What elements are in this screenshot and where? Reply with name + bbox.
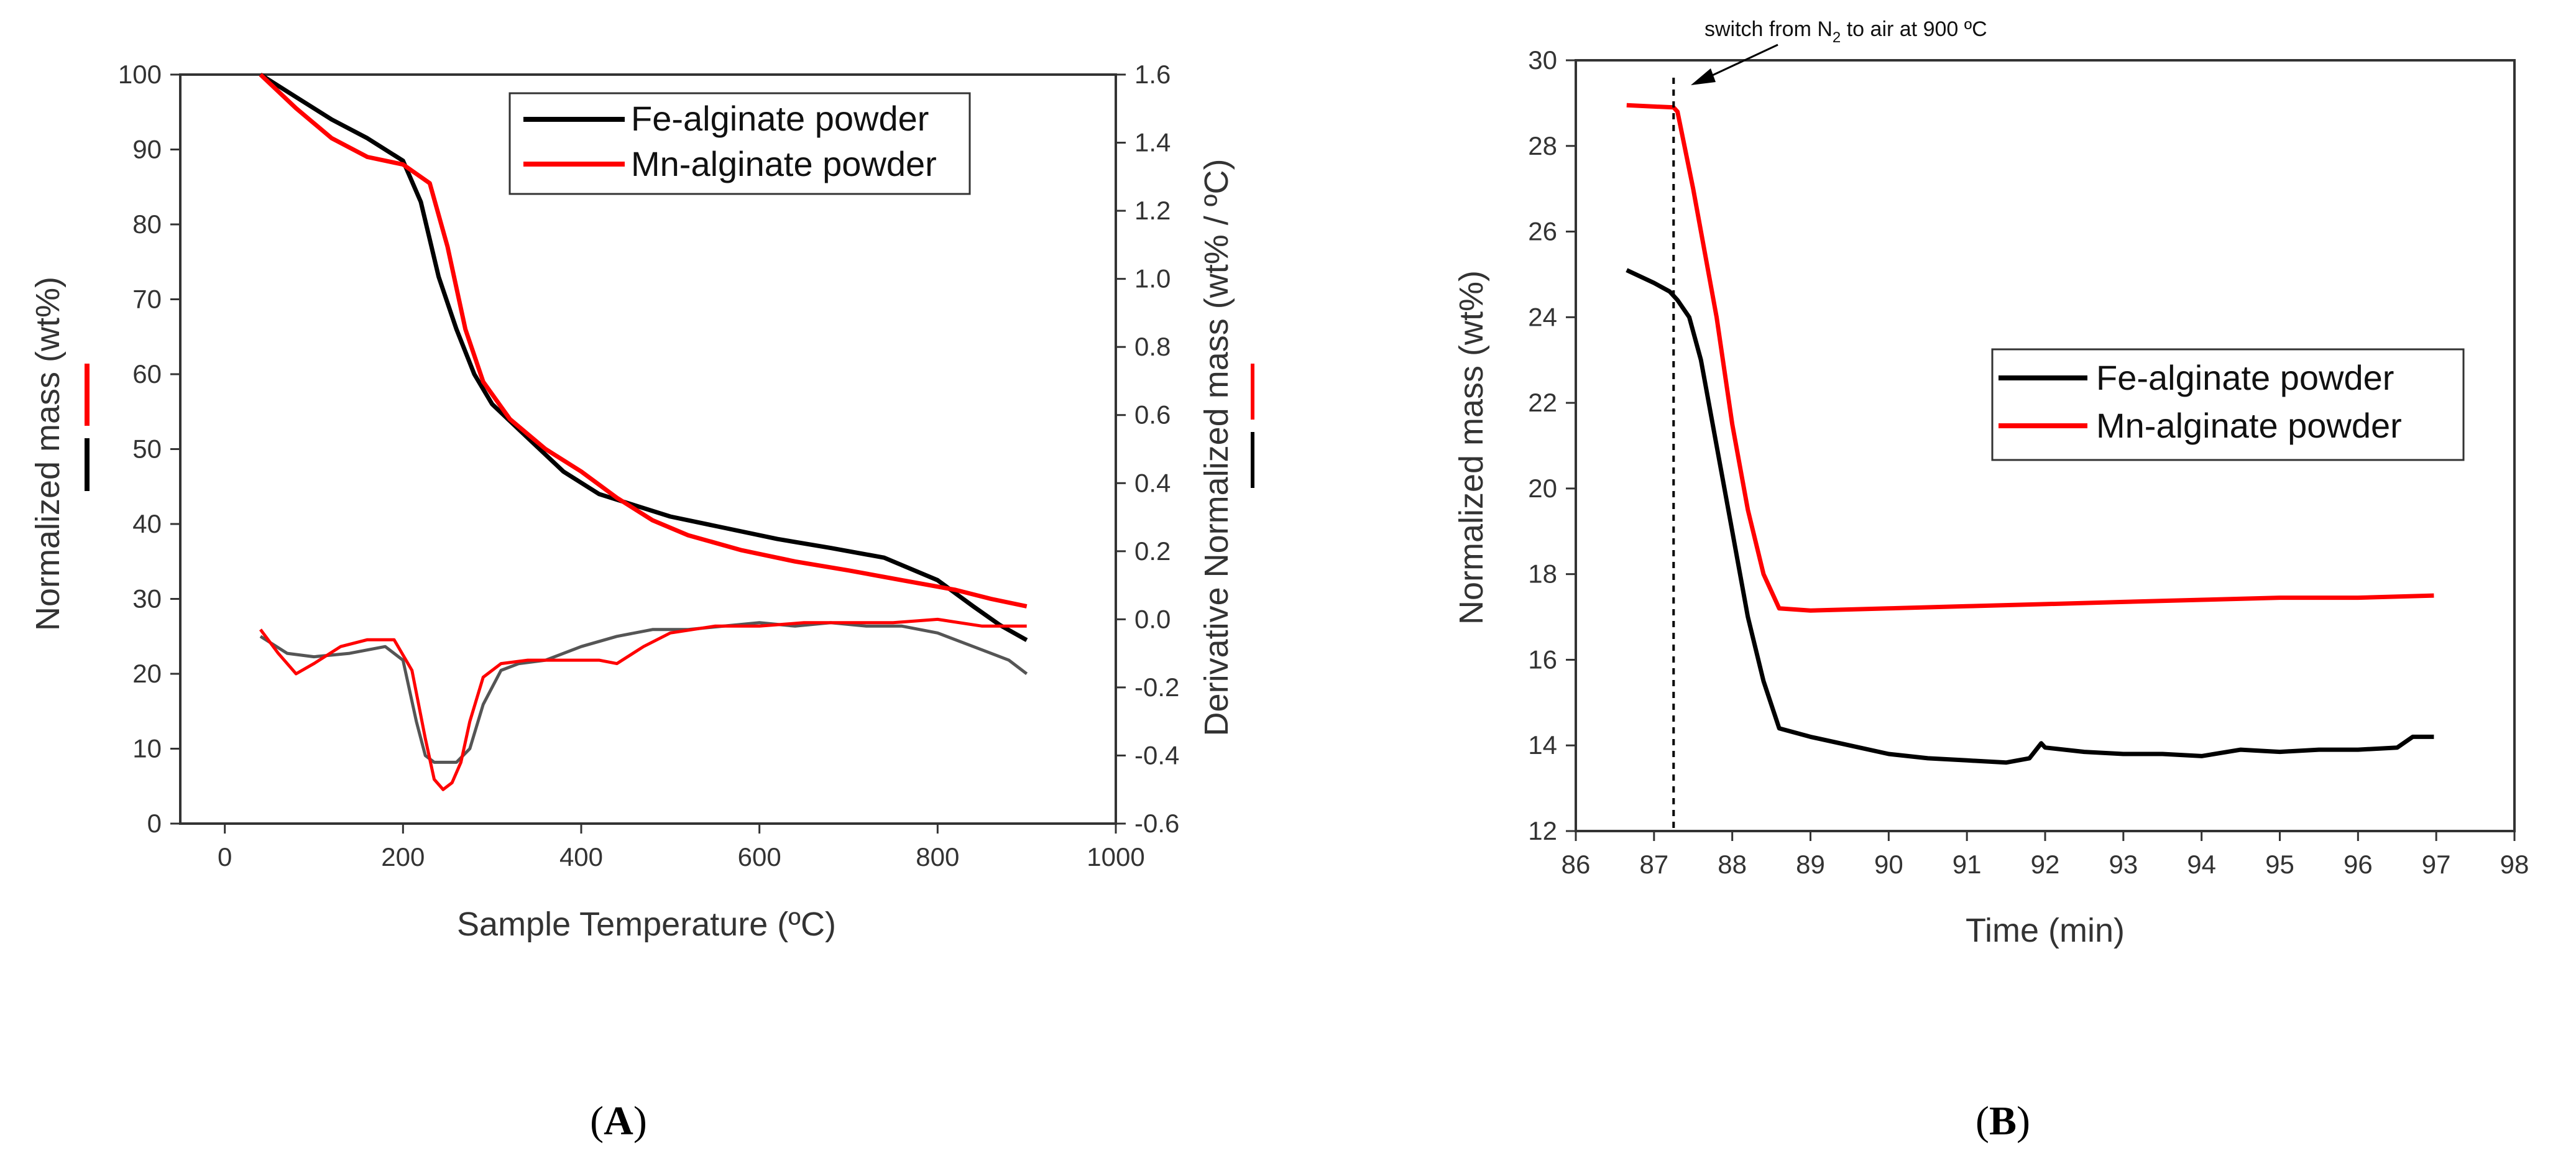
panel-b-annotation-arrow-head — [1691, 68, 1716, 85]
x-tick-label: 87 — [1639, 850, 1668, 879]
x-tick-label: 96 — [2344, 850, 2373, 879]
y-tick-label: 18 — [1528, 559, 1557, 589]
x-tick-label: 86 — [1562, 850, 1591, 879]
panel-a-legend-label-fe: Fe-alginate powder — [631, 99, 929, 138]
panel-label-a: (A) — [590, 1098, 647, 1144]
panel-a-series — [259, 73, 1028, 791]
panel-a-y-axis-title: Normalized mass (wt%) — [29, 277, 67, 631]
panel-b-legend-label-mn: Mn-alginate powder — [2096, 406, 2402, 445]
series-line-fe-alginate-powder — [1626, 268, 2434, 765]
panel-label-a-letter: A — [604, 1098, 633, 1144]
panel-b-legend-box — [1991, 348, 2465, 461]
panel-label-b-close: ) — [2017, 1098, 2030, 1144]
y-tick-label: 40 — [132, 509, 162, 538]
series-line-mn-alginate-powder — [1626, 103, 2434, 613]
panel-b-legend: Fe-alginate powder Mn-alginate powder — [1991, 348, 2465, 461]
y2-tick-label: 0.4 — [1134, 468, 1171, 497]
x-tick-label: 0 — [218, 842, 232, 871]
y-tick-label: 0 — [147, 809, 162, 838]
series-line-mn-alginate-powder — [259, 73, 1028, 609]
annotation-subscript: 2 — [1833, 29, 1841, 46]
panel-label-a-open: ( — [590, 1098, 604, 1144]
panel-b-series — [1626, 103, 2434, 765]
y2-tick-label: 0.6 — [1134, 400, 1171, 430]
y-tick-label: 30 — [1528, 45, 1557, 75]
x-tick-label: 92 — [2031, 850, 2060, 879]
x-tick-label: 88 — [1718, 850, 1747, 879]
x-tick-label: 98 — [2500, 850, 2529, 879]
chart-panel-a: 0 200 400 600 800 1000 0 10 20 30 40 50 60 70 80 90 100… — [29, 60, 1254, 943]
y2-tick-label: 0.8 — [1134, 332, 1171, 361]
panel-b-x-axis-title: Time (min) — [1966, 912, 2125, 949]
annotation-text-before: switch from N — [1704, 17, 1833, 41]
panel-a-y-axis-group: Normalized mass (wt%) — [29, 277, 67, 631]
y-tick-label: 28 — [1528, 131, 1557, 160]
panel-b-annotation-text: switch from N2 to air at 900 ºC — [1704, 17, 1987, 46]
x-tick-label: 1000 — [1087, 842, 1144, 871]
y-tick-label: 70 — [132, 285, 162, 314]
panel-label-b-open: ( — [1976, 1098, 1989, 1144]
y-tick-label: 20 — [1528, 474, 1557, 503]
y2-tick-label: -0.6 — [1134, 809, 1179, 838]
y2-tick-label: 1.4 — [1134, 128, 1171, 157]
series-line-fe-alginate-dtg — [259, 621, 1028, 764]
panel-b-annotation-arrow-shaft — [1703, 44, 1778, 81]
panel-b-y-axis-group: Normalized mass (wt%) — [1453, 270, 1490, 625]
y-tick-label: 26 — [1528, 217, 1557, 246]
panel-label-b-letter: B — [1989, 1098, 2017, 1144]
panel-b-y-axis-title: Normalized mass (wt%) — [1453, 270, 1490, 625]
panel-b-y-ticks: 12 14 16 18 20 22 24 26 28 30 — [1528, 45, 1576, 845]
panel-a-x-axis-title: Sample Temperature (ºC) — [457, 906, 836, 943]
y-tick-label: 30 — [132, 584, 162, 613]
y-tick-label: 50 — [132, 434, 162, 464]
y-tick-label: 90 — [132, 135, 162, 164]
x-tick-label: 89 — [1796, 850, 1825, 879]
y-tick-label: 14 — [1528, 730, 1557, 760]
series-line-fe-alginate-powder — [259, 73, 1028, 642]
y-tick-label: 16 — [1528, 645, 1557, 674]
panel-a-legend-box — [508, 92, 971, 195]
x-tick-label: 600 — [738, 842, 781, 871]
y-tick-label: 100 — [118, 60, 162, 89]
y-tick-label: 12 — [1528, 816, 1557, 845]
y-tick-label: 24 — [1528, 302, 1557, 331]
x-tick-label: 94 — [2187, 850, 2216, 879]
panel-a-y2-axis-title: Derivative Normalized mass (wt% / ºC) — [1198, 159, 1235, 737]
panel-label-a-close: ) — [633, 1098, 647, 1144]
panel-a-y2-axis-group: Derivative Normalized mass (wt% / ºC) — [1198, 159, 1235, 737]
series-line-mn-alginate-dtg — [259, 617, 1027, 791]
y2-tick-label: 0.0 — [1134, 604, 1171, 633]
y2-tick-label: -0.4 — [1134, 740, 1179, 770]
y2-tick-label: 1.6 — [1134, 60, 1171, 89]
panel-b-legend-label-fe: Fe-alginate powder — [2096, 358, 2394, 397]
x-tick-label: 97 — [2422, 850, 2451, 879]
x-tick-label: 91 — [1953, 850, 1982, 879]
panel-a-x-ticks: 0 200 400 600 800 1000 — [218, 824, 1145, 871]
annotation-text-after: to air at 900 ºC — [1841, 17, 1987, 41]
y2-tick-label: -0.2 — [1134, 673, 1179, 702]
panel-label-b: (B) — [1976, 1098, 2030, 1144]
x-tick-label: 93 — [2109, 850, 2138, 879]
panel-a-y2-ticks: -0.6 -0.4 -0.2 0.0 0.2 0.4 0.6 0.8 1.0 1.2 1.4 1.6 — [1116, 60, 1179, 838]
panel-b-annotation: switch from N2 to air at 900 ºC — [1691, 17, 1987, 85]
y-tick-label: 22 — [1528, 388, 1557, 417]
panel-a-legend: Fe-alginate powder Mn-alginate powder — [508, 92, 971, 195]
y-tick-label: 80 — [132, 209, 162, 239]
chart-panel-b: 86 87 88 89 90 91 92 93 94 95 96 97 98 1214161820222… — [1453, 17, 2529, 949]
y2-tick-label: 1.2 — [1134, 196, 1171, 225]
x-tick-label: 95 — [2265, 850, 2294, 879]
x-tick-label: 200 — [381, 842, 425, 871]
panel-b-x-ticks: 86 87 88 89 90 91 92 93 94 95 96 97 98 — [1562, 831, 2529, 879]
y2-tick-label: 1.0 — [1134, 264, 1171, 293]
y-tick-label: 10 — [132, 734, 162, 763]
x-tick-label: 800 — [916, 842, 959, 871]
y-tick-label: 60 — [132, 359, 162, 388]
y-tick-label: 20 — [132, 659, 162, 688]
x-tick-label: 400 — [559, 842, 603, 871]
panel-a-legend-label-mn: Mn-alginate powder — [631, 144, 937, 183]
panel-a-y-ticks: 0 10 20 30 40 50 60 70 80 90 100 — [118, 60, 180, 838]
y2-tick-label: 0.2 — [1134, 536, 1171, 566]
x-tick-label: 90 — [1874, 850, 1903, 879]
